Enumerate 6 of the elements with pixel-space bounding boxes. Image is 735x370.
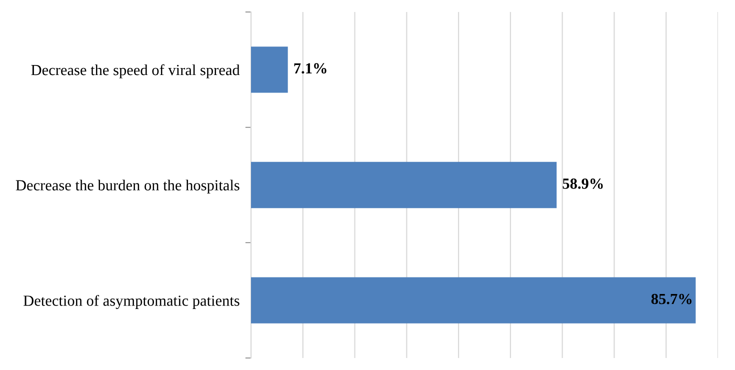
- y-tick-label: Decrease the speed of viral spread: [31, 64, 240, 78]
- y-tick-label: Decrease the burden on the hospitals: [16, 180, 240, 194]
- data-label: 7.1%: [294, 63, 326, 74]
- data-label: 58.9%: [562, 178, 603, 189]
- data-label: 85.7%: [651, 294, 692, 304]
- y-tick-label: Detection of asymptomatic patients: [24, 294, 240, 310]
